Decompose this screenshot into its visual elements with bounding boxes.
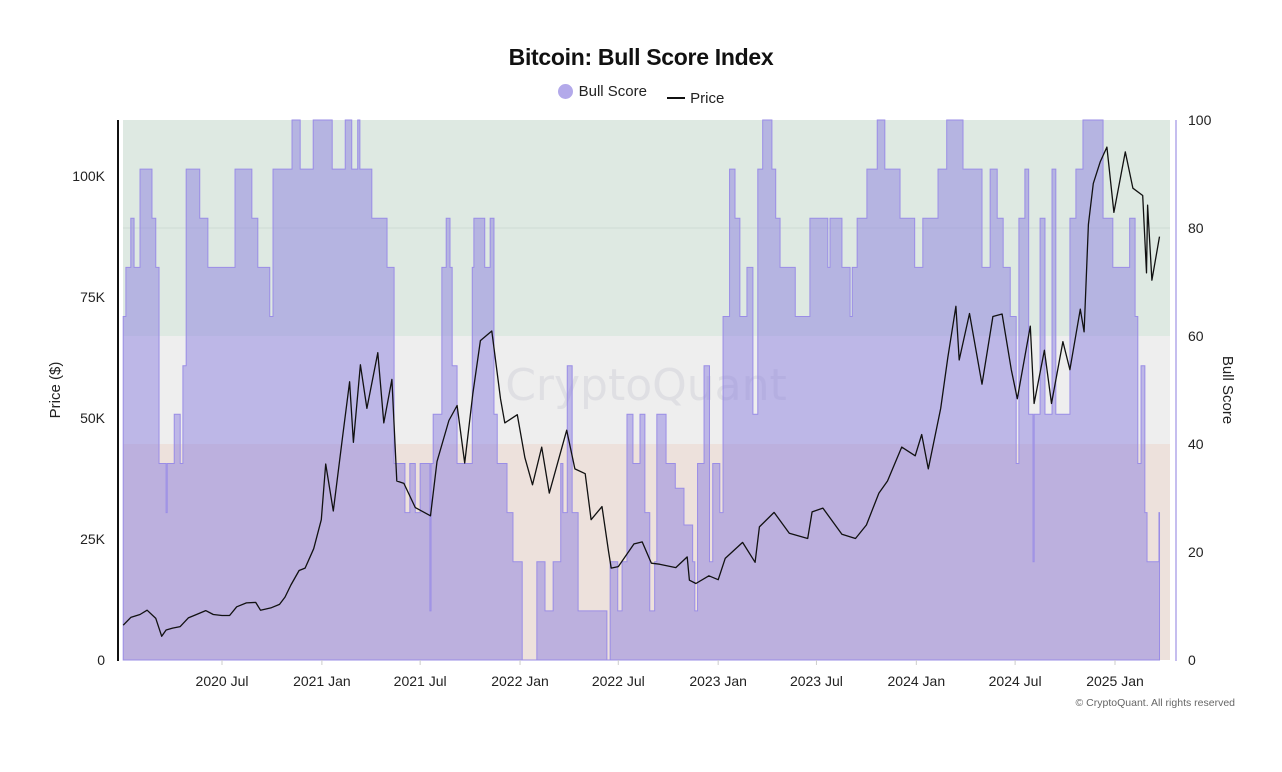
right-tick-label: 20 bbox=[1188, 544, 1204, 560]
x-tick-label: 2025 Jan bbox=[1086, 673, 1144, 689]
right-tick-label: 100 bbox=[1188, 112, 1212, 128]
right-tick-label: 40 bbox=[1188, 436, 1204, 452]
right-axis-ticks: 0 20 40 60 80 100 bbox=[1188, 112, 1212, 668]
x-tick-label: 2022 Jul bbox=[592, 673, 645, 689]
legend-swatch-price bbox=[667, 97, 686, 99]
left-tick-label: 75K bbox=[80, 289, 106, 305]
price-series bbox=[122, 146, 1161, 637]
right-axis-title: Bull Score bbox=[1219, 356, 1236, 424]
legend-label-bull-score: Bull Score bbox=[578, 83, 647, 100]
copyright-footer: © CryptoQuant. All rights reserved bbox=[1075, 697, 1235, 709]
left-tick-label: 50K bbox=[80, 410, 106, 426]
bull-score-series bbox=[122, 119, 1161, 661]
x-tick-label: 2023 Jan bbox=[689, 673, 747, 689]
right-tick-label: 0 bbox=[1188, 652, 1196, 668]
legend-swatch-bull-score bbox=[557, 84, 573, 99]
x-tick-label: 2022 Jan bbox=[491, 673, 549, 689]
left-tick-label: 0 bbox=[97, 652, 105, 668]
bull-score-area bbox=[122, 119, 1161, 661]
left-axis-ticks: 0 25K 50K 75K 100K bbox=[72, 168, 105, 668]
x-tick-label: 2020 Jul bbox=[196, 673, 249, 689]
x-tick-label: 2023 Jul bbox=[790, 673, 843, 689]
x-axis-ticks: 2020 Jul 2021 Jan 2021 Jul 2022 Jan 2022 Jul… bbox=[196, 660, 1144, 689]
left-axis-title: Price ($) bbox=[47, 362, 64, 419]
chart-title: Bitcoin: Bull Score Index bbox=[508, 44, 774, 70]
right-tick-label: 60 bbox=[1188, 328, 1204, 344]
left-tick-label: 25K bbox=[80, 531, 106, 547]
legend: Bull Score Price bbox=[0, 83, 1282, 107]
x-tick-label: 2021 Jan bbox=[293, 673, 351, 689]
legend-label-price: Price bbox=[690, 89, 725, 107]
legend-item-price[interactable]: Price bbox=[667, 90, 724, 107]
x-tick-label: 2024 Jan bbox=[888, 673, 946, 689]
legend-item-bull-score[interactable]: Bull Score bbox=[557, 83, 647, 100]
right-tick-label: 80 bbox=[1188, 220, 1204, 236]
x-tick-label: 2021 Jul bbox=[394, 673, 447, 689]
left-tick-label: 100K bbox=[72, 168, 105, 184]
x-tick-label: 2024 Jul bbox=[989, 673, 1042, 689]
price-line bbox=[122, 146, 1161, 637]
